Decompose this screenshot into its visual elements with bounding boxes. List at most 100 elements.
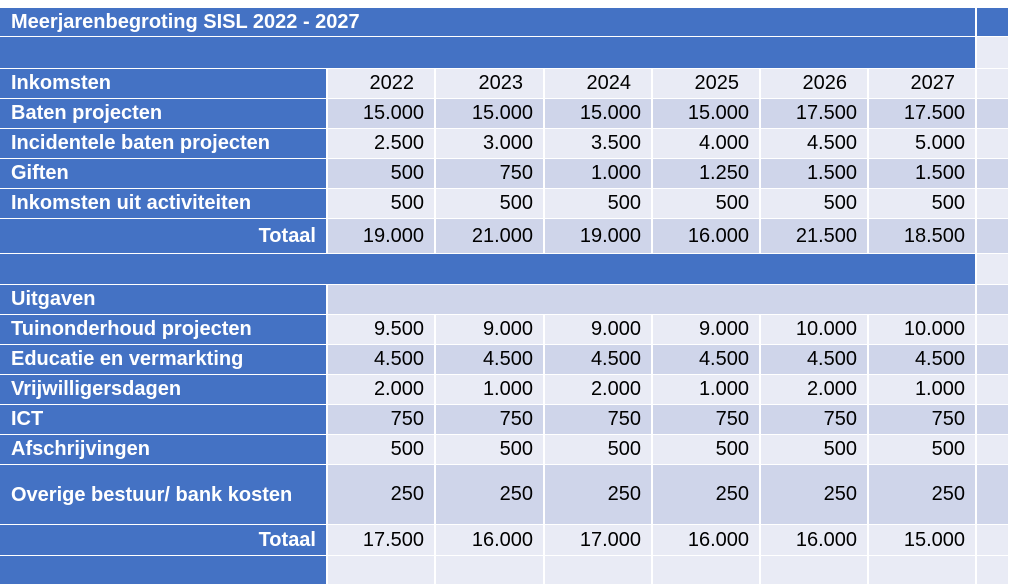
table-cell-value: 750 [761, 405, 867, 434]
row-label: Tuinonderhoud projecten [0, 315, 326, 344]
row-label: Baten projecten [0, 99, 326, 128]
header-cell-end [977, 8, 1008, 36]
table-cell-value: 500 [545, 435, 651, 464]
table-cell-value: 250 [869, 465, 975, 524]
total-value: 18.500 [869, 219, 975, 253]
table-cell-value: 500 [761, 189, 867, 218]
table-cell-value: 500 [328, 435, 434, 464]
row-label: Afschrijvingen [0, 435, 326, 464]
row-end-cell [977, 219, 1008, 253]
footer-cell [653, 556, 759, 584]
table-cell-value: 15.000 [436, 99, 543, 128]
table-cell-value: 500 [436, 435, 543, 464]
row-end-cell [977, 525, 1008, 555]
table-cell-value: 500 [761, 435, 867, 464]
total-value: 16.000 [761, 525, 867, 555]
table-cell-value: 1.500 [761, 159, 867, 188]
total-value: 16.000 [653, 525, 759, 555]
row-label: Incidentele baten projecten [0, 129, 326, 158]
table-cell-value: 9.000 [545, 315, 651, 344]
table-cell-value: 750 [328, 405, 434, 434]
table-cell-value: 9.500 [328, 315, 434, 344]
row-end-cell [977, 69, 1008, 98]
table-cell-value: 2.000 [328, 375, 434, 404]
spacer-cell-end [977, 254, 1008, 284]
row-end-cell [977, 189, 1008, 218]
table-cell-value: 17.500 [869, 99, 975, 128]
table-cell-value: 9.000 [653, 315, 759, 344]
row-label: Educatie en vermarkting [0, 345, 326, 374]
total-value: 21.000 [436, 219, 543, 253]
table-cell-value: 3.000 [436, 129, 543, 158]
table-cell-value: 1.000 [436, 375, 543, 404]
table-cell-value: 10.000 [869, 315, 975, 344]
row-label: Giften [0, 159, 326, 188]
year-header: 2022 [328, 69, 434, 98]
total-label: Totaal [0, 525, 326, 555]
table-cell-value: 2.000 [545, 375, 651, 404]
section-band [328, 285, 975, 314]
table-cell-value: 250 [436, 465, 543, 524]
footer-cell [328, 556, 434, 584]
table-cell-value: 15.000 [653, 99, 759, 128]
row-end-cell [977, 405, 1008, 434]
table-cell-value: 2.000 [761, 375, 867, 404]
row-end-cell [977, 345, 1008, 374]
table-cell-value: 500 [328, 159, 434, 188]
footer-cell [869, 556, 975, 584]
table-cell-value: 500 [869, 189, 975, 218]
total-value: 16.000 [436, 525, 543, 555]
table-cell-value: 10.000 [761, 315, 867, 344]
spacer-row [0, 37, 975, 68]
row-end-cell [977, 129, 1008, 158]
table-cell-value: 3.500 [545, 129, 651, 158]
row-end-cell [977, 159, 1008, 188]
table-cell-value: 250 [328, 465, 434, 524]
table-cell-value: 4.500 [761, 129, 867, 158]
total-value: 19.000 [328, 219, 434, 253]
total-value: 16.000 [653, 219, 759, 253]
row-end-cell [977, 315, 1008, 344]
total-value: 15.000 [869, 525, 975, 555]
row-label: Overige bestuur/ bank kosten [0, 465, 326, 524]
table-cell-value: 17.500 [761, 99, 867, 128]
spacer-row [0, 254, 975, 284]
table-cell-value: 500 [653, 189, 759, 218]
total-label: Totaal [0, 219, 326, 253]
year-header: 2027 [869, 69, 975, 98]
table-cell-value: 500 [869, 435, 975, 464]
table-cell-value: 500 [653, 435, 759, 464]
row-label: Vrijwilligersdagen [0, 375, 326, 404]
page-title: Meerjarenbegroting SISL 2022 - 2027 [0, 8, 975, 36]
table-cell-value: 750 [653, 405, 759, 434]
total-value: 17.000 [545, 525, 651, 555]
table-cell-value: 5.000 [869, 129, 975, 158]
footer-cell [761, 556, 867, 584]
total-value: 21.500 [761, 219, 867, 253]
row-label: ICT [0, 405, 326, 434]
row-label: Inkomsten uit activiteiten [0, 189, 326, 218]
year-header: 2026 [761, 69, 867, 98]
row-end-cell [977, 465, 1008, 524]
year-header: 2023 [436, 69, 543, 98]
table-cell-value: 1.250 [653, 159, 759, 188]
year-header: 2025 [653, 69, 759, 98]
table-cell-value: 750 [869, 405, 975, 434]
table-cell-value: 750 [436, 159, 543, 188]
table-cell-value: 4.500 [869, 345, 975, 374]
table-cell-value: 250 [761, 465, 867, 524]
row-end-cell [977, 435, 1008, 464]
table-cell-value: 500 [436, 189, 543, 218]
total-value: 17.500 [328, 525, 434, 555]
table-cell-value: 500 [328, 189, 434, 218]
table-cell-value: 2.500 [328, 129, 434, 158]
table-cell-value: 750 [545, 405, 651, 434]
table-cell-value: 4.500 [761, 345, 867, 374]
footer-label-cell [0, 556, 326, 584]
total-value: 19.000 [545, 219, 651, 253]
table-cell-value: 250 [653, 465, 759, 524]
footer-cell [545, 556, 651, 584]
row-end-cell [977, 556, 1008, 584]
table-cell-value: 4.500 [328, 345, 434, 374]
